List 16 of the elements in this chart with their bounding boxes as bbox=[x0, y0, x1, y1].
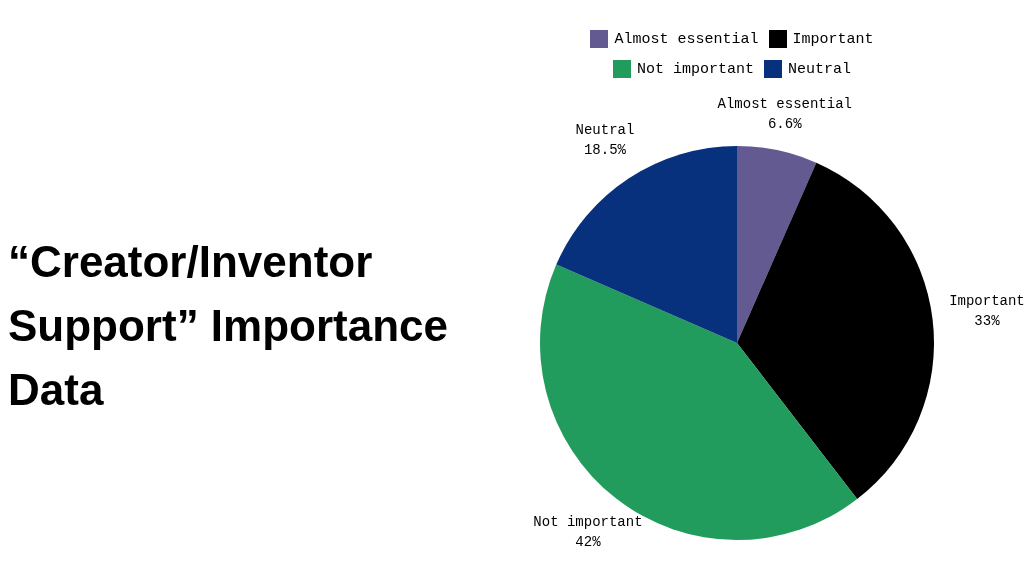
pie-slice bbox=[556, 146, 737, 343]
legend-label: Not important bbox=[636, 60, 754, 78]
pie-slice bbox=[737, 162, 934, 500]
legend-label: Neutral bbox=[788, 60, 852, 78]
data-label: 6.6% bbox=[767, 115, 803, 132]
legend-label: Important bbox=[792, 30, 874, 48]
pie-slice bbox=[737, 146, 817, 343]
slice-label: Neutral bbox=[575, 121, 635, 138]
slice-label: Not important bbox=[533, 514, 643, 531]
legend-label: Almost essential bbox=[614, 30, 759, 48]
data-label: 42% bbox=[575, 534, 602, 551]
slice-label: Almost essential bbox=[717, 95, 852, 112]
slice-label: Important bbox=[949, 292, 1024, 309]
data-label: 33% bbox=[974, 312, 1001, 329]
text: “Creator/Inventor Support” Importance Data bbox=[8, 236, 450, 416]
data-label: 18.5% bbox=[583, 141, 627, 158]
